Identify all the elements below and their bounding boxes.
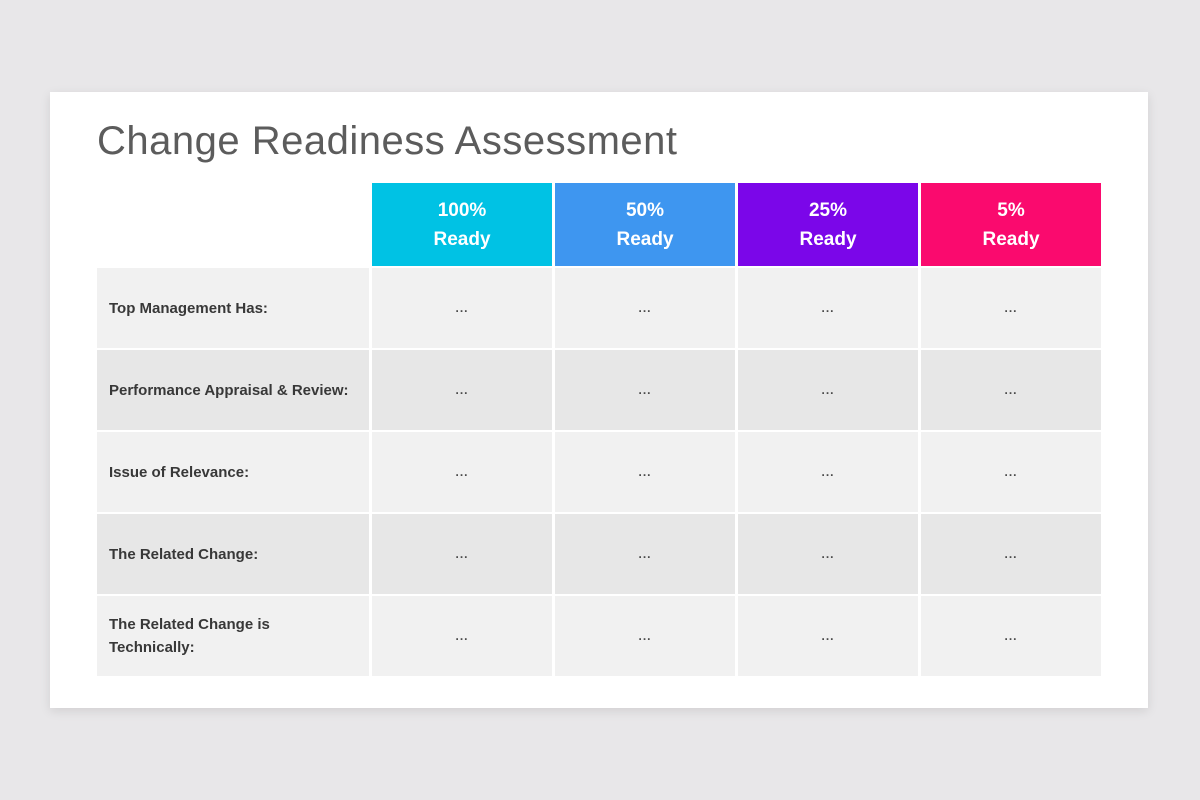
column-header-ready-label: Ready <box>982 228 1040 250</box>
row-label-related-change-technically: The Related Change is Technically: <box>97 596 369 676</box>
page-title: Change Readiness Assessment <box>97 119 678 163</box>
column-header-percent: 5% <box>997 199 1025 221</box>
table-cell: ... <box>921 350 1101 430</box>
table-cell: ... <box>555 268 735 348</box>
table-cell: ... <box>555 514 735 594</box>
column-header-ready-label: Ready <box>799 228 857 250</box>
readiness-table: 100% Ready 50% Ready 25% Ready 5% Ready … <box>97 183 1101 676</box>
table-cell: ... <box>372 596 552 676</box>
table-cell: ... <box>738 268 918 348</box>
column-header-50-ready: 50% Ready <box>555 183 735 266</box>
column-header-5-ready: 5% Ready <box>921 183 1101 266</box>
column-header-percent: 25% <box>808 199 848 221</box>
table-cell: ... <box>555 350 735 430</box>
table-cell: ... <box>372 432 552 512</box>
table-cell: ... <box>738 514 918 594</box>
table-cell: ... <box>921 514 1101 594</box>
column-header-25-ready: 25% Ready <box>738 183 918 266</box>
table-cell: ... <box>738 432 918 512</box>
table-cell: ... <box>372 350 552 430</box>
table-cell: ... <box>921 432 1101 512</box>
column-header-100-ready: 100% Ready <box>372 183 552 266</box>
row-label-the-related-change: The Related Change: <box>97 514 369 594</box>
table-cell: ... <box>738 596 918 676</box>
row-label-issue-of-relevance: Issue of Relevance: <box>97 432 369 512</box>
column-header-ready-label: Ready <box>616 228 674 250</box>
slide-card: Change Readiness Assessment 100% Ready 5… <box>50 92 1148 708</box>
column-header-percent: 50% <box>625 199 665 221</box>
table-cell: ... <box>921 596 1101 676</box>
table-corner-cell <box>97 183 369 266</box>
table-cell: ... <box>372 268 552 348</box>
table-cell: ... <box>555 432 735 512</box>
table-cell: ... <box>372 514 552 594</box>
table-cell: ... <box>555 596 735 676</box>
column-header-percent: 100% <box>437 199 487 221</box>
table-cell: ... <box>738 350 918 430</box>
column-header-ready-label: Ready <box>433 228 491 250</box>
row-label-top-management: Top Management Has: <box>97 268 369 348</box>
table-cell: ... <box>921 268 1101 348</box>
row-label-performance-appraisal: Performance Appraisal & Review: <box>97 350 369 430</box>
